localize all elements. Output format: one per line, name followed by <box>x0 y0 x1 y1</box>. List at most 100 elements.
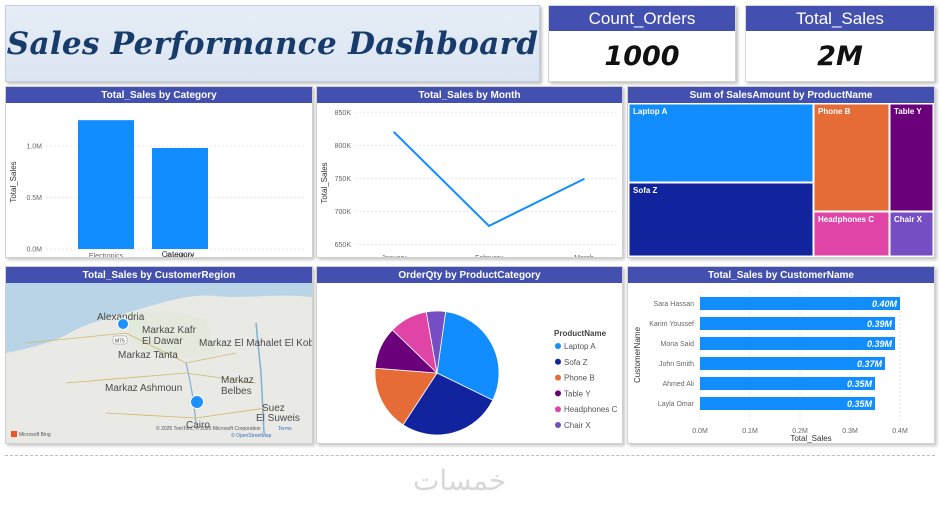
map-canal <box>255 322 265 434</box>
bar-electronics <box>78 120 134 250</box>
map-label-belbes: Markaz Belbes <box>221 375 254 397</box>
pie-slice-sofa-z <box>402 372 494 436</box>
customer-bar <box>700 357 885 370</box>
treemap-tile-chair-x <box>889 211 934 257</box>
data-label: 0.40M <box>872 299 898 309</box>
map-delta <box>126 310 216 358</box>
panel-sales-by-region[interactable]: Total_Sales by CustomerRegion Alexandria… <box>5 266 313 444</box>
x-tick-label: February <box>475 255 504 257</box>
map-label-cairo: Cairo <box>186 420 210 431</box>
map-point-alexandria[interactable] <box>117 318 129 330</box>
panel-orderqty-by-category[interactable]: OrderQty by ProductCategory ProductName L… <box>316 266 623 444</box>
dashboard-title: Sales Performance Dashboard <box>6 25 539 62</box>
x-axis-title: Total_Sales <box>790 434 831 443</box>
data-label: 0.39M <box>867 339 893 349</box>
map-label-suez: Suez El Suweis <box>256 403 300 424</box>
customer-bar <box>700 397 875 410</box>
panel-title: Total_Sales by CustomerRegion <box>6 267 312 283</box>
pie-slice-laptop-a <box>436 311 500 401</box>
y-tick-label: 700K <box>335 209 352 216</box>
region-map[interactable]: Alexandria Markaz Kafr El Dawar Markaz Ta… <box>6 283 312 443</box>
page-divider <box>5 455 935 456</box>
legend-dot <box>555 358 561 365</box>
legend-dot <box>555 406 561 413</box>
map-point-cairo[interactable] <box>190 395 204 409</box>
month-line-chart: 650K 700K 750K 800K 850K January February March… <box>320 110 617 257</box>
road-badge <box>112 335 128 345</box>
y-tick-label: 650K <box>335 242 352 249</box>
panel-title: Total_Sales by Category <box>6 87 312 103</box>
map-roads <box>25 332 267 419</box>
treemap-label: Sofa Z <box>633 186 658 195</box>
data-label: 0.35M <box>847 399 873 409</box>
panel-treemap-productname[interactable]: Sum of SalesAmount by ProductName Laptop… <box>627 86 935 258</box>
x-tick-label: Furniture <box>166 253 194 257</box>
y-tick-label: Mona Said <box>661 341 695 348</box>
map-osm-link[interactable]: © OpenStreetMap <box>231 432 272 439</box>
treemap-tile-sofa-z <box>628 182 814 257</box>
y-axis-title: CustomerName <box>633 326 642 383</box>
treemap-tile-table-y <box>889 103 934 212</box>
legend-dot <box>555 374 561 381</box>
x-tick-label: 0.0M <box>692 428 708 435</box>
data-label: 0.37M <box>857 359 883 369</box>
product-treemap: Laptop A Sofa Z Phone B Headphones C Table Y… <box>628 103 934 257</box>
map-label-ashmoun: Markaz Ashmoun <box>105 383 182 394</box>
legend-item: Headphones C <box>564 405 618 414</box>
legend-item: Chair X <box>564 421 591 430</box>
x-tick-label: 0.4M <box>892 428 908 435</box>
road-badge-label: M75 <box>115 339 125 345</box>
kpi-count-orders[interactable]: Count_Orders 1000 <box>548 5 736 82</box>
y-tick-label: 750K <box>335 176 352 183</box>
y-tick-label: 800K <box>335 143 352 150</box>
watermark: خمسات <box>413 464 507 497</box>
bing-logo-icon <box>11 431 17 437</box>
dashboard-title-banner: Sales Performance Dashboard <box>5 5 540 82</box>
treemap-tile-phone-b <box>813 103 890 212</box>
y-tick-label: Karim Youssef <box>649 321 694 328</box>
customer-bar <box>700 317 895 330</box>
kpi-count-orders-value: 1000 <box>604 40 680 72</box>
kpi-total-sales-label: Total_Sales <box>746 6 934 31</box>
customer-bar <box>700 337 895 350</box>
x-tick-label: 0.3M <box>842 428 858 435</box>
treemap-tile-headphones-c <box>813 211 890 257</box>
x-tick-label: January <box>382 255 407 257</box>
legend-item: Phone B <box>564 374 595 383</box>
treemap-label: Phone B <box>818 107 851 116</box>
kpi-total-sales-value: 2M <box>817 40 863 72</box>
legend-title: ProductName <box>554 329 607 338</box>
treemap-label: Headphones C <box>818 215 874 224</box>
map-copyright: © 2025 TomTom, © 2025 Microsoft Corporat… <box>156 425 261 432</box>
legend-dot <box>555 343 561 349</box>
y-tick-label: John Smith <box>659 361 694 368</box>
kpi-count-orders-label: Count_Orders <box>549 6 735 31</box>
map-label-tanta: Markaz Tanta <box>118 350 178 361</box>
treemap-tile-laptop-a <box>628 103 814 183</box>
panel-sales-by-month[interactable]: Total_Sales by Month 650K 700K 750K 800K 850… <box>316 86 623 258</box>
y-tick-label: 1.0M <box>26 143 42 150</box>
panel-title: Sum of SalesAmount by ProductName <box>628 87 934 103</box>
panel-title: OrderQty by ProductCategory <box>317 267 622 283</box>
map-sea <box>6 283 312 353</box>
kpi-total-sales[interactable]: Total_Sales 2M <box>745 5 935 82</box>
bar-furniture <box>152 147 208 249</box>
treemap-label: Table Y <box>894 107 922 116</box>
pie-slice-chair-x <box>425 310 447 374</box>
legend-dot <box>555 390 561 397</box>
panel-sales-by-category[interactable]: Total_Sales by Category 0.0M 0.5M 1.0M Elec… <box>5 86 313 258</box>
data-label: 0.39M <box>867 319 893 329</box>
panel-sales-by-customer[interactable]: Total_Sales by CustomerName 0.0M 0.1M 0.2M… <box>627 266 935 444</box>
x-axis-title: Category <box>162 250 194 257</box>
y-tick-label: Ahmed Ali <box>662 381 694 388</box>
map-label-kafr-el-dawar: Markaz Kafr El Dawar <box>142 325 197 347</box>
line-point <box>393 131 395 133</box>
category-bar-chart: 0.0M 0.5M 1.0M Electronics FurnitureCategory… <box>9 120 306 257</box>
x-tick-label: 0.1M <box>742 428 758 435</box>
orderqty-pie-chart: ProductName Laptop A Sofa Z Phone B Table Y H… <box>374 310 618 436</box>
customer-bar-chart: 0.0M 0.1M 0.2M 0.3M 0.4M Sara Hassan 0.40M Kari… <box>633 291 908 443</box>
data-label: 0.35M <box>847 379 873 389</box>
legend-item: Sofa Z <box>564 358 588 367</box>
map-brand: Microsoft Bing <box>19 432 51 438</box>
map-terms-link[interactable]: Terms <box>278 426 292 432</box>
